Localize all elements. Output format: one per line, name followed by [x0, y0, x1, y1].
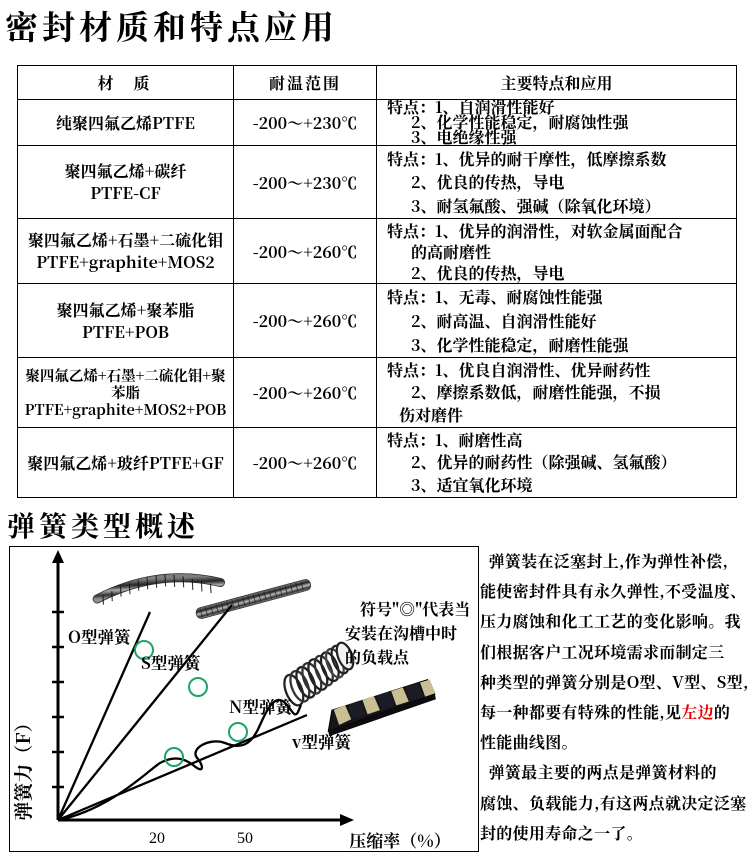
svg-text:O型弹簧: O型弹簧 — [68, 624, 132, 648]
svg-text:20: 20 — [149, 830, 165, 847]
svg-text:压缩率（%）: 压缩率（%） — [349, 827, 450, 852]
svg-text:的负载点: 的负载点 — [345, 645, 410, 668]
svg-text:安装在沟槽中时: 安装在沟槽中时 — [345, 621, 457, 644]
svg-text:弹簧力（F）: 弹簧力（F） — [10, 713, 36, 820]
svg-text:50: 50 — [237, 830, 253, 847]
svg-text:N型弹簧: N型弹簧 — [229, 694, 293, 718]
svg-text:v型弹簧: v型弹簧 — [291, 729, 353, 753]
svg-text:S型弹簧: S型弹簧 — [141, 650, 202, 674]
svg-text:符号"◎"代表当: 符号"◎"代表当 — [360, 597, 470, 620]
